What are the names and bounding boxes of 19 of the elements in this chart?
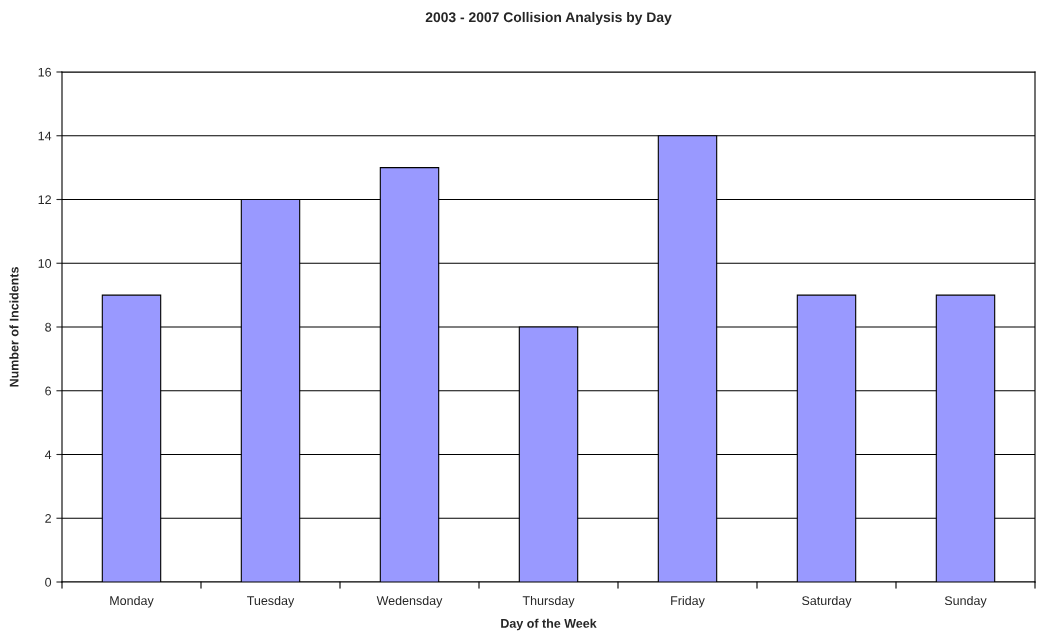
chart-title: 2003 - 2007 Collision Analysis by Day xyxy=(425,11,672,25)
x-tick-label: Thursday xyxy=(522,595,575,608)
y-axis-title: Number of Incidents xyxy=(9,267,19,387)
y-tick-label: 6 xyxy=(45,386,52,396)
y-tick-label: 8 xyxy=(45,322,52,332)
y-tick-label: 0 xyxy=(45,577,52,587)
x-tick-label: Monday xyxy=(110,595,154,608)
x-tick-label: Saturday xyxy=(802,595,852,608)
x-axis-title: Day of the Week xyxy=(501,618,597,631)
x-tick-label: Friday xyxy=(671,595,705,608)
y-tick-label: 16 xyxy=(38,67,52,77)
x-tick-label: Sunday xyxy=(944,595,987,608)
y-tick-label: 4 xyxy=(44,450,52,460)
y-tick-label: 10 xyxy=(38,259,52,268)
x-tick-label: Wedensday xyxy=(376,595,443,608)
y-tick-label: 2 xyxy=(45,514,51,523)
x-tick-label: Tuesday xyxy=(247,595,295,608)
y-tick-label: 12 xyxy=(38,195,51,205)
y-tick-label: 14 xyxy=(38,131,52,141)
